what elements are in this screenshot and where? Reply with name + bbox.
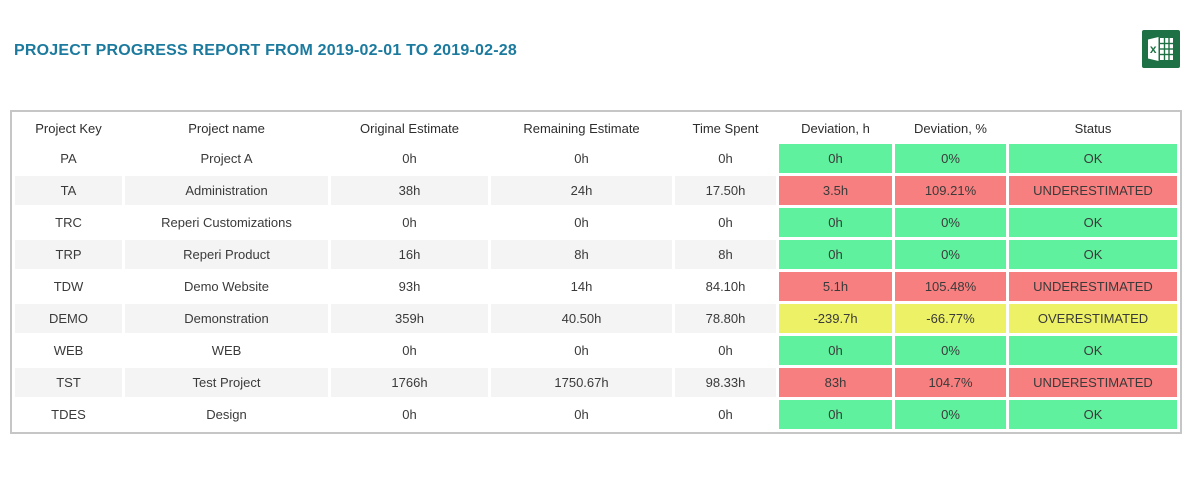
cell-remaining-estimate: 0h [574, 151, 589, 166]
cell-deviation-pct: 0% [895, 336, 1006, 365]
cell-deviation-h: 5.1h [779, 272, 892, 301]
cell-time-spent: 0h [718, 343, 733, 358]
cell-time-spent: 0h [718, 151, 733, 166]
table-row: TRP Reperi Product 16h 8h 8h 0h 0% OK [15, 240, 1177, 269]
cell-project-name: Reperi Product [125, 240, 328, 269]
table-row: TST Test Project 1766h 1750.67h 98.33h 83h 104… [15, 368, 1177, 397]
cell-deviation-pct: -66.77% [895, 304, 1006, 333]
cell-deviation-pct: 104.7% [895, 368, 1006, 397]
cell-project-name: Administration [125, 176, 328, 205]
status-badge: OK [1009, 144, 1177, 173]
cell-deviation-pct: 0% [895, 400, 1006, 429]
export-to-excel-button[interactable]: x [1142, 30, 1180, 68]
cell-time-spent: 98.33h [675, 368, 776, 397]
cell-deviation-pct: 109.21% [895, 176, 1006, 205]
cell-time-spent: 78.80h [675, 304, 776, 333]
cell-remaining-estimate: 1750.67h [491, 368, 672, 397]
cell-project-key: TA [15, 176, 122, 205]
status-badge: UNDERESTIMATED [1009, 272, 1177, 301]
report-table-body: PA Project A 0h 0h 0h 0h 0% OK TA Administration 3… [15, 144, 1177, 429]
cell-original-estimate: 93h [398, 279, 421, 294]
cell-remaining-estimate: 24h [491, 176, 672, 205]
status-badge: UNDERESTIMATED [1009, 176, 1177, 205]
cell-deviation-pct: 105.48% [895, 272, 1006, 301]
cell-deviation-pct: 0% [895, 144, 1006, 173]
cell-original-estimate: 0h [402, 407, 417, 422]
cell-deviation-h: 3.5h [779, 176, 892, 205]
cell-remaining-estimate: 0h [574, 343, 589, 358]
cell-project-name: Demonstration [125, 304, 328, 333]
column-header-project-key: Project Key [35, 120, 102, 136]
table-row: PA Project A 0h 0h 0h 0h 0% OK [15, 144, 1177, 173]
status-badge: OK [1009, 336, 1177, 365]
cell-deviation-h: 0h [779, 400, 892, 429]
cell-original-estimate: 0h [402, 343, 417, 358]
cell-project-name: Demo Website [183, 279, 269, 294]
column-header-remaining-estimate: Remaining Estimate [523, 120, 640, 136]
cell-project-key: WEB [53, 343, 84, 358]
cell-time-spent: 8h [675, 240, 776, 269]
column-header-time-spent: Time Spent [692, 120, 759, 136]
status-badge: OVERESTIMATED [1009, 304, 1177, 333]
cell-remaining-estimate: 0h [574, 407, 589, 422]
excel-icon: x [1142, 30, 1180, 72]
cell-project-key: TRC [55, 215, 82, 230]
cell-project-key: PA [60, 151, 77, 166]
status-badge: OK [1009, 240, 1177, 269]
cell-project-key: TDES [51, 407, 86, 422]
table-row: TDES Design 0h 0h 0h 0h 0% OK [15, 400, 1177, 429]
column-header-status: Status [1074, 120, 1112, 136]
column-header-original-estimate: Original Estimate [360, 120, 459, 136]
table-row: TRC Reperi Customizations 0h 0h 0h 0h 0% OK [15, 208, 1177, 237]
table-row: TA Administration 38h 24h 17.50h 3.5h 109.21% U… [15, 176, 1177, 205]
table-row: WEB WEB 0h 0h 0h 0h 0% OK [15, 336, 1177, 365]
cell-deviation-h: -239.7h [779, 304, 892, 333]
cell-project-key: TDW [53, 279, 84, 294]
cell-project-key: TRP [15, 240, 122, 269]
cell-project-name: Reperi Customizations [161, 215, 292, 230]
cell-time-spent: 0h [718, 215, 733, 230]
cell-project-name: WEB [211, 343, 242, 358]
cell-remaining-estimate: 14h [570, 279, 593, 294]
cell-original-estimate: 16h [331, 240, 488, 269]
cell-project-key: DEMO [15, 304, 122, 333]
cell-remaining-estimate: 40.50h [491, 304, 672, 333]
column-header-deviation-pct: Deviation, % [914, 120, 987, 136]
project-progress-table: Project Key Project name Original Estima… [10, 110, 1182, 434]
svg-text:x: x [1150, 42, 1157, 56]
cell-deviation-h: 0h [779, 336, 892, 365]
cell-remaining-estimate: 0h [574, 215, 589, 230]
cell-deviation-h: 0h [779, 144, 892, 173]
cell-time-spent: 17.50h [675, 176, 776, 205]
table-row: DEMO Demonstration 359h 40.50h 78.80h -239.7h… [15, 304, 1177, 333]
report-header: PROJECT PROGRESS REPORT FROM 2019-02-01 … [0, 0, 1192, 110]
cell-deviation-h: 83h [779, 368, 892, 397]
cell-original-estimate: 359h [331, 304, 488, 333]
cell-original-estimate: 38h [331, 176, 488, 205]
cell-deviation-h: 0h [779, 240, 892, 269]
cell-deviation-pct: 0% [895, 240, 1006, 269]
cell-project-key: TST [15, 368, 122, 397]
cell-time-spent: 84.10h [705, 279, 746, 294]
page-title: PROJECT PROGRESS REPORT FROM 2019-02-01 … [14, 42, 517, 59]
cell-original-estimate: 1766h [331, 368, 488, 397]
table-header-row: Project Key Project name Original Estima… [15, 115, 1177, 141]
cell-project-name: Design [206, 407, 247, 422]
column-header-deviation-h: Deviation, h [801, 120, 870, 136]
status-badge: OK [1009, 208, 1177, 237]
table-row: TDW Demo Website 93h 14h 84.10h 5.1h 105.48% UN… [15, 272, 1177, 301]
cell-original-estimate: 0h [402, 215, 417, 230]
column-header-project-name: Project name [188, 120, 265, 136]
cell-project-name: Project A [200, 151, 253, 166]
cell-time-spent: 0h [718, 407, 733, 422]
cell-remaining-estimate: 8h [491, 240, 672, 269]
cell-deviation-h: 0h [779, 208, 892, 237]
cell-project-name: Test Project [125, 368, 328, 397]
cell-original-estimate: 0h [402, 151, 417, 166]
status-badge: UNDERESTIMATED [1009, 368, 1177, 397]
status-badge: OK [1009, 400, 1177, 429]
cell-deviation-pct: 0% [895, 208, 1006, 237]
